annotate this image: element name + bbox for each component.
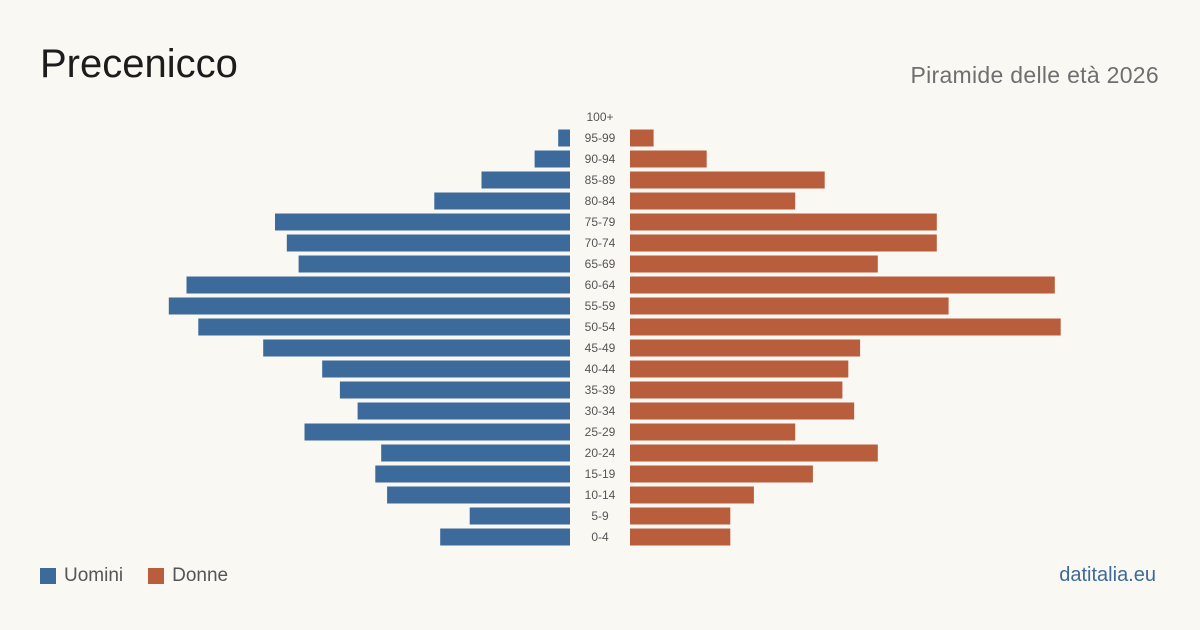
bar-men-80-84 [434,192,570,210]
age-label-20-24: 20-24 [585,446,616,460]
bar-women-65-69 [630,255,878,273]
bar-women-95-99 [630,129,654,147]
bar-men-40-44 [322,360,570,378]
bar-men-50-54 [198,318,571,336]
bar-women-70-74 [630,234,937,252]
bar-men-55-59 [168,297,571,315]
age-label-100+: 100+ [586,110,613,124]
bar-men-10-14 [387,486,570,504]
bar-women-35-39 [630,381,843,399]
age-label-45-49: 45-49 [585,341,616,355]
age-label-90-94: 90-94 [585,152,616,166]
bar-men-95-99 [558,129,570,147]
bar-men-75-79 [275,213,570,231]
bar-men-25-29 [304,423,570,441]
age-label-50-54: 50-54 [585,320,616,334]
bar-women-10-14 [630,486,754,504]
bar-men-20-24 [381,444,570,462]
legend-item-men: Uomini [40,565,123,587]
bar-women-30-34 [630,402,855,420]
age-label-35-39: 35-39 [585,383,616,397]
bar-women-80-84 [630,192,796,210]
legend-swatch-women [148,568,165,584]
bar-men-45-49 [263,339,570,357]
age-label-5-9: 5-9 [591,509,609,523]
age-label-80-84: 80-84 [585,194,616,208]
chart-subtitle: Piramide delle età 2026 [910,62,1159,88]
legend-item-women: Donne [148,565,228,587]
bar-women-45-49 [630,339,861,357]
age-label-60-64: 60-64 [585,278,616,292]
age-label-15-19: 15-19 [585,467,616,481]
bar-women-15-19 [630,465,813,483]
bar-women-50-54 [630,318,1061,336]
bar-men-15-19 [375,465,570,483]
legend-label-men: Uomini [64,565,124,586]
bar-women-20-24 [630,444,878,462]
age-label-85-89: 85-89 [585,173,616,187]
legend: Uomini Donne [40,565,253,587]
age-label-0-4: 0-4 [591,530,609,544]
bar-women-0-4 [630,528,731,546]
age-label-75-79: 75-79 [585,215,616,229]
bar-women-90-94 [630,150,707,168]
bar-women-25-29 [630,423,796,441]
bar-women-75-79 [630,213,937,231]
bar-men-0-4 [440,528,570,546]
bar-men-60-64 [186,276,570,294]
chart-title: Precenicco [40,42,238,86]
age-label-40-44: 40-44 [585,362,616,376]
bar-men-85-89 [481,171,570,189]
legend-swatch-men [40,568,56,584]
age-label-30-34: 30-34 [585,404,616,418]
bar-men-30-34 [357,402,570,420]
bar-men-65-69 [298,255,570,273]
brand-link[interactable]: datitalia.eu [1059,564,1156,586]
age-label-65-69: 65-69 [585,257,616,271]
bar-men-35-39 [339,381,570,399]
bar-women-60-64 [630,276,1055,294]
bar-women-55-59 [630,297,949,315]
bar-women-40-44 [630,360,849,378]
bar-women-85-89 [630,171,825,189]
bar-men-5-9 [469,507,570,525]
age-label-10-14: 10-14 [585,488,616,502]
bar-women-5-9 [630,507,731,525]
age-label-25-29: 25-29 [585,425,616,439]
bar-men-90-94 [534,150,570,168]
age-label-95-99: 95-99 [585,131,616,145]
legend-label-women: Donne [172,565,229,586]
age-label-55-59: 55-59 [585,299,616,313]
age-label-70-74: 70-74 [585,236,616,250]
bar-men-70-74 [286,234,570,252]
